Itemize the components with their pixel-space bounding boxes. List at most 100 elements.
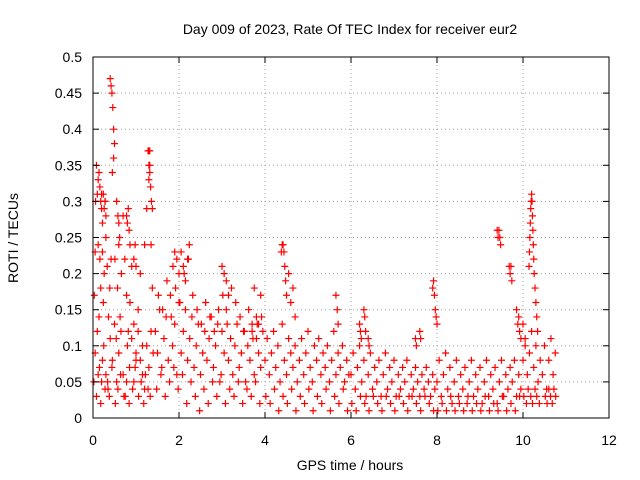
data-point [322,385,330,393]
data-point [429,371,437,379]
data-point [92,392,100,400]
data-point [437,392,445,400]
data-point [352,407,360,415]
data-point [344,407,352,415]
data-point [123,219,131,227]
data-point [108,89,116,97]
data-point [227,335,235,343]
data-point [366,349,374,357]
data-point [117,270,125,278]
data-point [356,392,364,400]
data-point [361,313,369,321]
data-point [528,400,536,408]
data-point [529,226,537,234]
data-point [164,356,172,364]
data-point [116,234,124,241]
data-point [331,392,339,400]
data-point [109,104,117,112]
data-point [136,270,144,278]
data-point [255,349,263,357]
x-tick-label: 0 [89,432,97,448]
data-point [315,335,323,343]
data-point [328,356,336,364]
data-point [100,205,108,213]
data-point [171,320,179,328]
data-point [375,356,383,364]
y-tick-label: 0.25 [55,230,82,246]
data-point [123,212,131,220]
data-point [459,385,467,393]
data-point [341,378,349,386]
data-point [206,313,214,321]
data-point [101,197,109,205]
data-point [114,385,122,393]
data-point [496,234,504,241]
data-point [425,400,433,408]
data-point [336,363,344,371]
data-point [528,212,536,220]
data-point [177,248,185,256]
data-point [525,349,533,357]
data-point [283,291,290,299]
data-point [102,371,110,379]
y-axis-title: ROTI / TECUs [5,193,21,283]
data-point [224,291,232,299]
data-point [508,378,516,386]
data-point [280,356,288,364]
data-point [161,392,169,400]
data-point [476,363,484,371]
data-point [298,335,306,343]
data-point [148,205,156,213]
data-point [447,392,455,400]
data-point [520,392,528,400]
data-point [308,378,316,386]
data-point [181,277,189,285]
data-point [283,400,291,408]
data-point [177,349,185,357]
data-point [209,363,217,371]
data-point [387,400,395,408]
data-point [480,378,488,386]
data-point [242,378,250,386]
data-point [267,349,275,357]
data-point [343,356,351,364]
data-point [232,298,240,306]
data-point [174,385,182,393]
data-point [461,363,469,371]
data-point [431,306,439,314]
data-point [420,385,428,393]
data-point [495,378,503,386]
data-point [357,335,365,343]
data-point [482,356,490,364]
data-point [528,327,536,335]
data-point [319,349,327,357]
data-point [516,327,524,335]
data-point [145,363,153,371]
y-tick-label: 0.4 [63,121,83,137]
data-point [272,363,280,371]
data-point [247,392,255,400]
data-point [167,313,175,321]
data-point [455,400,463,408]
data-point [245,306,253,314]
data-point [100,342,108,350]
data-point [227,284,235,292]
data-point [527,392,535,400]
data-point [246,356,254,364]
data-point [230,392,238,400]
data-point [123,291,131,299]
y-tick-label: 0.5 [63,49,83,65]
data-point [531,284,539,292]
data-point [163,277,171,285]
data-point [524,385,532,393]
data-point [532,298,540,306]
data-point [506,363,514,371]
data-point [175,270,183,278]
data-point [235,363,243,371]
data-point [417,335,425,343]
data-point [310,342,318,350]
data-point [224,356,232,364]
data-point [183,400,191,408]
data-point [287,298,295,306]
data-point [106,284,114,292]
